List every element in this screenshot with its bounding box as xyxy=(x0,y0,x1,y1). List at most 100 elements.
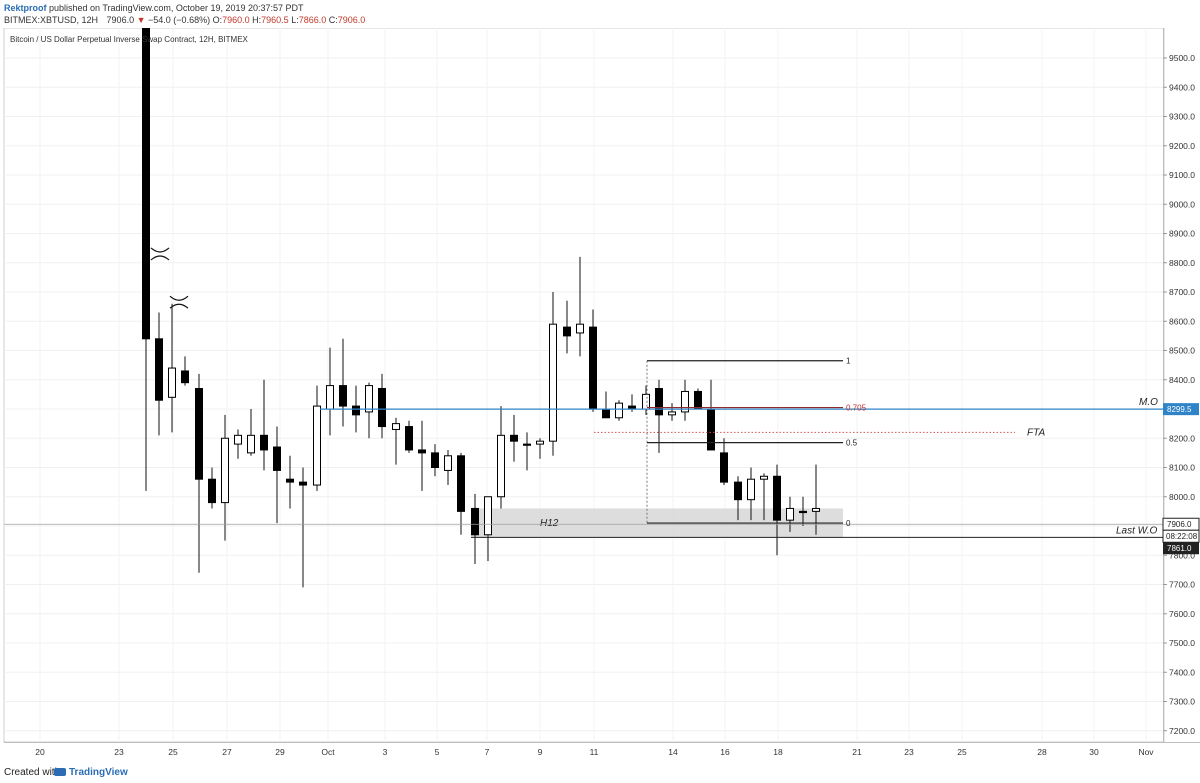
candle-body[interactable] xyxy=(352,405,360,416)
candle-body[interactable] xyxy=(549,323,557,442)
y-tick-label: 7300.0 xyxy=(1169,697,1195,707)
x-tick-label: Oct xyxy=(321,747,335,757)
y-tick-label: 8800.0 xyxy=(1169,258,1195,268)
last-price-label: 7906.0 xyxy=(1167,520,1192,529)
x-tick-label: Nov xyxy=(1138,747,1154,757)
candle-body[interactable] xyxy=(536,440,544,445)
x-tick-label: 5 xyxy=(435,747,440,757)
y-tick-label: 9100.0 xyxy=(1169,170,1195,180)
y-tick-label: 8600.0 xyxy=(1169,316,1195,326)
candle-body[interactable] xyxy=(707,408,715,451)
ohlc-line: BITMEX:XBTUSD, 12H 7906.0 ▼ −54.0 (−0.68… xyxy=(4,15,365,25)
x-tick-label: 7 xyxy=(485,747,490,757)
candle-body[interactable] xyxy=(247,434,255,454)
y-tick-label: 9400.0 xyxy=(1169,82,1195,92)
y-tick-label: 9300.0 xyxy=(1169,112,1195,122)
y-tick-label: 8900.0 xyxy=(1169,229,1195,239)
plot-frame xyxy=(3,28,1165,743)
candle-body[interactable] xyxy=(484,496,492,536)
mo-price-label: 8299.5 xyxy=(1167,405,1192,414)
candle-body[interactable] xyxy=(195,388,203,480)
candle-body[interactable] xyxy=(431,452,439,468)
countdown-label: 08:22:08 xyxy=(1166,532,1198,541)
candle-body[interactable] xyxy=(734,481,742,501)
candle-body[interactable] xyxy=(299,481,307,486)
candle-body[interactable] xyxy=(602,408,610,419)
open-value: 7960.0 xyxy=(222,15,250,25)
candle-body[interactable] xyxy=(260,434,268,451)
candle-body[interactable] xyxy=(786,507,794,521)
candle-body[interactable] xyxy=(339,385,347,407)
candle-body[interactable] xyxy=(576,323,584,334)
candle-body[interactable] xyxy=(668,411,676,416)
candle-body[interactable] xyxy=(208,478,216,504)
candle-body[interactable] xyxy=(365,385,373,413)
candle-body[interactable] xyxy=(471,507,479,536)
candle-body[interactable] xyxy=(523,443,531,446)
candle-body[interactable] xyxy=(720,452,728,483)
candle-body[interactable] xyxy=(773,475,781,521)
drawings[interactable]: M.O FTA Last W.O 1 0.705 0.5 0 xyxy=(4,247,1163,538)
candle-body[interactable] xyxy=(747,478,755,501)
candles[interactable] xyxy=(142,28,820,588)
candle-body[interactable] xyxy=(563,326,571,337)
candle-body[interactable] xyxy=(444,455,452,471)
y-tick-label: 9000.0 xyxy=(1169,199,1195,209)
candle-body[interactable] xyxy=(142,28,150,340)
candle-body[interactable] xyxy=(405,426,413,451)
low-value: 7866.0 xyxy=(298,15,327,25)
candle-body[interactable] xyxy=(418,449,426,454)
mo-label: M.O xyxy=(1139,397,1158,408)
x-tick-label: 3 xyxy=(383,747,388,757)
candle-body[interactable] xyxy=(155,338,163,401)
last-wo-price-badge xyxy=(1163,542,1199,555)
x-tick-label: 23 xyxy=(114,747,124,757)
y-tick-label: 8700.0 xyxy=(1169,287,1195,297)
candle-body[interactable] xyxy=(642,393,650,410)
price-chart[interactable]: H12 M.O FTA Last W.O 1 0.705 0.5 0 9500.0 9400.… xyxy=(0,28,1200,764)
candle-body[interactable] xyxy=(221,437,229,504)
candle-body[interactable] xyxy=(286,478,294,483)
close-value: 7906.0 xyxy=(337,15,366,25)
close-label: C: xyxy=(328,15,338,25)
candle-body[interactable] xyxy=(615,402,623,419)
change-arrow-icon: ▼ xyxy=(136,15,146,25)
high-label: H: xyxy=(252,15,262,25)
candle-body[interactable] xyxy=(313,405,321,486)
last-wo-price-label: 7861.0 xyxy=(1167,544,1192,553)
footer: Created with TradingView xyxy=(0,764,1200,783)
fib-level-label: 0 xyxy=(846,519,851,528)
candle-body[interactable] xyxy=(181,370,189,384)
candle-body[interactable] xyxy=(497,434,505,498)
candle-body[interactable] xyxy=(457,455,465,512)
created-with-label: Created with xyxy=(4,767,61,778)
candle-body[interactable] xyxy=(326,385,334,410)
y-tick-label: 7500.0 xyxy=(1169,638,1195,648)
candle-body[interactable] xyxy=(510,434,518,442)
time-axis[interactable]: 20 23 25 27 29 Oct 3 5 7 9 11 14 16 18 21 23 25 28 30 Nov xyxy=(35,747,1154,757)
y-tick-label: 8200.0 xyxy=(1169,433,1195,443)
candle-body[interactable] xyxy=(589,326,597,410)
x-tick-label: 27 xyxy=(222,747,232,757)
h12-label: H12 xyxy=(540,518,559,529)
x-tick-label: 25 xyxy=(168,747,178,757)
candle-body[interactable] xyxy=(234,434,242,445)
price-axis[interactable]: 9500.0 9400.0 9300.0 9200.0 9100.0 9000.0 8900… xyxy=(1162,53,1200,736)
y-tick-label: 8500.0 xyxy=(1169,346,1195,356)
candle-body[interactable] xyxy=(812,507,820,512)
mo-price-badge xyxy=(1163,403,1199,416)
candle-body[interactable] xyxy=(168,367,176,398)
candle-body[interactable] xyxy=(378,388,386,428)
candle-body[interactable] xyxy=(681,390,689,413)
y-tick-label: 8400.0 xyxy=(1169,375,1195,385)
candle-body[interactable] xyxy=(760,475,768,480)
candle-body[interactable] xyxy=(799,510,807,514)
candle-body[interactable] xyxy=(694,390,702,410)
candle-body[interactable] xyxy=(392,423,400,430)
candle-body[interactable] xyxy=(273,446,281,471)
candle-body[interactable] xyxy=(655,388,663,416)
y-tick-label: 7600.0 xyxy=(1169,609,1195,619)
last-price: 7906.0 xyxy=(106,15,135,25)
author-name[interactable]: Rektproof xyxy=(4,3,47,13)
tradingview-logo[interactable]: TradingView xyxy=(54,767,128,778)
